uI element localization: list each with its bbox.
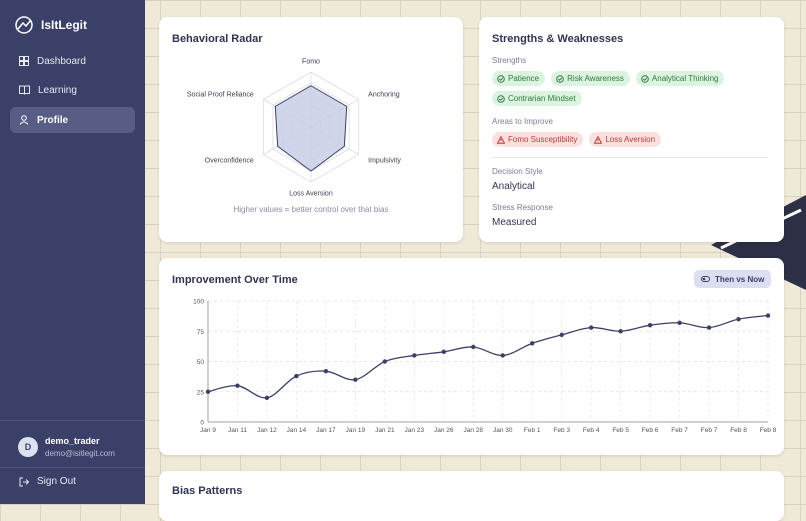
tag: Loss Aversion: [589, 132, 662, 147]
icon: [497, 94, 505, 103]
sign-out[interactable]: Sign Out: [19, 476, 76, 487]
icon: [641, 74, 649, 83]
card-title: Improvement Over Time: [172, 274, 298, 286]
field-value: Measured: [492, 217, 537, 228]
improvement-card: Improvement Over Time Then vs Now: [159, 258, 784, 455]
nav-item[interactable]: Dashboard: [10, 48, 135, 74]
icon: [497, 74, 505, 83]
tag: Analytical Thinking: [635, 71, 725, 86]
radar-card: Behavioral Radar: [159, 17, 463, 242]
tag-label: Contrarian Mindset: [508, 94, 576, 103]
divider: [0, 420, 145, 421]
nav-label: Profile: [37, 114, 69, 126]
section-label: Strengths: [492, 56, 527, 65]
icon: [19, 85, 30, 95]
nav-item[interactable]: Profile: [10, 107, 135, 133]
tag: Contrarian Mindset: [492, 91, 582, 106]
avatar: D: [18, 437, 38, 457]
field-label: Decision Style: [492, 167, 543, 176]
tag-label: Loss Aversion: [605, 135, 656, 144]
icon: [19, 115, 29, 125]
tag-label: Patience: [508, 74, 540, 83]
strengths-card: Strengths & Weaknesses Strengths Patienc…: [479, 17, 784, 242]
icon: [19, 477, 29, 486]
tag-label: Fomo Susceptibility: [508, 135, 578, 144]
brand: IsItLegit: [41, 18, 88, 32]
divider: [0, 467, 145, 468]
icon: [19, 56, 29, 66]
icon: [594, 135, 603, 144]
card-title: Behavioral Radar: [172, 33, 263, 45]
user-name: demo_trader: [45, 436, 100, 446]
field-value: Analytical: [492, 181, 535, 192]
tag: Patience: [492, 71, 546, 86]
bias-patterns-card: Bias Patterns: [159, 471, 784, 521]
then-vs-now-button[interactable]: Then vs Now: [694, 270, 772, 288]
icon: [497, 135, 505, 144]
logo: [15, 16, 33, 34]
sidebar: IsItLegit Dashboard Learning Profile D d…: [0, 0, 145, 504]
tag: Risk Awareness: [551, 71, 630, 86]
tag-label: Risk Awareness: [567, 74, 624, 83]
card-title: Strengths & Weaknesses: [492, 33, 624, 45]
nav-label: Learning: [38, 84, 77, 96]
user-email: demo@isitlegit.com: [45, 449, 115, 458]
sign-out-label: Sign Out: [37, 476, 76, 487]
divider: [492, 157, 768, 158]
nav-label: Dashboard: [37, 55, 86, 67]
strengths-list: Patience Risk Awareness Analytical Thinkin…: [492, 71, 782, 106]
section-label: Areas to Improve: [492, 117, 553, 126]
button-label: Then vs Now: [715, 274, 765, 284]
card-title: Bias Patterns: [172, 485, 243, 497]
areas-list: Fomo Susceptibility Loss Aversion: [492, 132, 782, 147]
nav-item[interactable]: Learning: [10, 77, 135, 103]
icon: [701, 276, 710, 282]
field-label: Stress Response: [492, 203, 553, 212]
tag-label: Analytical Thinking: [651, 74, 719, 83]
tag: Fomo Susceptibility: [492, 132, 584, 147]
icon: [556, 74, 564, 83]
